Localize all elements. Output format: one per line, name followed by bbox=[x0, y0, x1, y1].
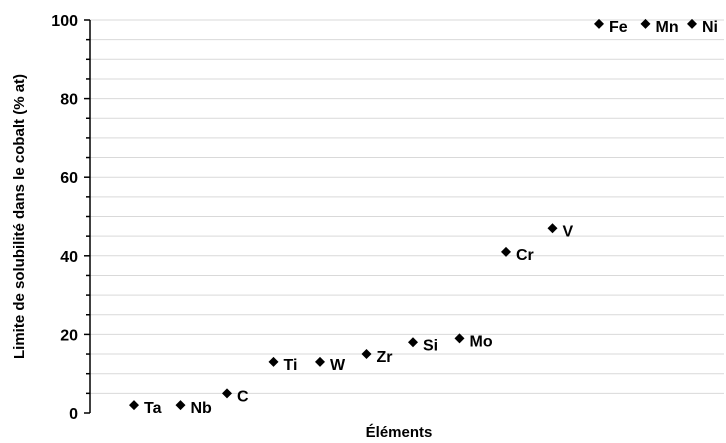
data-label-v: V bbox=[563, 223, 574, 240]
data-label-c: C bbox=[237, 388, 249, 405]
y-tick-label: 40 bbox=[60, 249, 78, 266]
data-label-mn: Mn bbox=[656, 19, 679, 36]
data-label-mo: Mo bbox=[470, 333, 493, 350]
data-label-ti: Ti bbox=[284, 357, 298, 374]
data-point-cr bbox=[501, 246, 511, 257]
y-tick-label: 80 bbox=[60, 92, 78, 109]
data-label-ta: Ta bbox=[144, 400, 162, 417]
grid-lines bbox=[90, 19, 724, 394]
y-tick-label: 60 bbox=[60, 170, 78, 187]
y-tick-label: 100 bbox=[51, 13, 78, 30]
x-axis-title: Éléments bbox=[366, 424, 433, 441]
data-label-si: Si bbox=[423, 337, 438, 354]
y-tick-label: 0 bbox=[69, 406, 78, 423]
data-point-si bbox=[408, 337, 418, 348]
data-label-w: W bbox=[330, 357, 346, 374]
data-points: Ta Nb C Ti W Zr Si Mo Cr V Fe Mn Ni bbox=[129, 18, 718, 417]
data-label-nb: Nb bbox=[191, 400, 213, 417]
data-point-w bbox=[315, 356, 325, 367]
data-point-mo bbox=[454, 333, 465, 344]
y-axis-ticks: 0 20 40 60 80 100 bbox=[51, 13, 90, 423]
data-point-fe bbox=[594, 18, 604, 29]
data-point-ti bbox=[268, 356, 279, 367]
data-label-zr: Zr bbox=[377, 349, 393, 366]
y-tick-label: 20 bbox=[60, 327, 78, 344]
data-label-fe: Fe bbox=[609, 19, 628, 36]
data-point-ni bbox=[687, 18, 697, 29]
y-axis-title: Limite de solubilité dans le cobalt (% a… bbox=[11, 74, 28, 359]
data-label-cr: Cr bbox=[516, 247, 534, 264]
data-label-ni: Ni bbox=[702, 19, 718, 36]
data-point-mn bbox=[640, 18, 651, 29]
data-point-ta bbox=[129, 400, 139, 411]
data-point-c bbox=[222, 388, 232, 399]
data-point-nb bbox=[175, 400, 186, 411]
data-point-v bbox=[547, 223, 558, 234]
data-point-zr bbox=[361, 349, 372, 360]
